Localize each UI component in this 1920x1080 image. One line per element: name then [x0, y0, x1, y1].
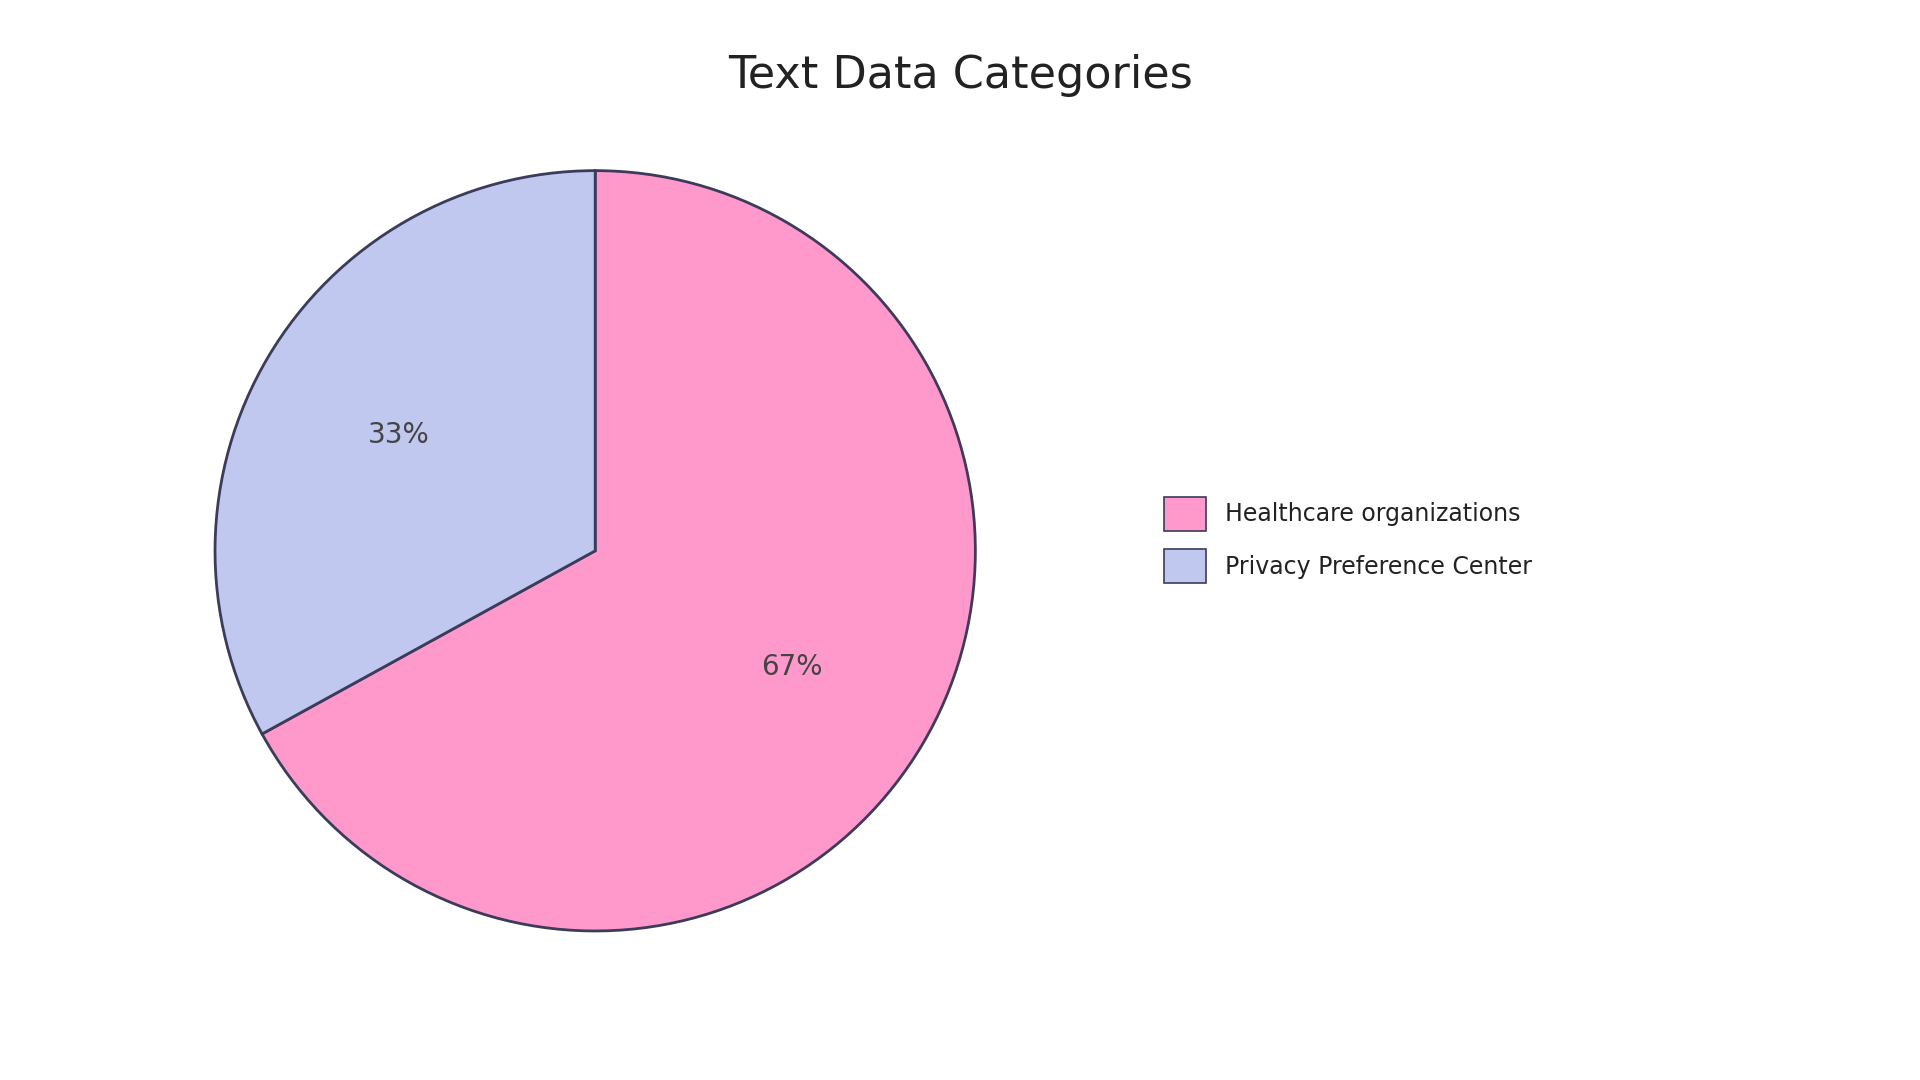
- Text: 67%: 67%: [760, 653, 822, 680]
- Wedge shape: [215, 171, 595, 734]
- Text: Text Data Categories: Text Data Categories: [728, 54, 1192, 97]
- Wedge shape: [261, 171, 975, 931]
- Legend: Healthcare organizations, Privacy Preference Center: Healthcare organizations, Privacy Prefer…: [1164, 497, 1532, 583]
- Text: 33%: 33%: [369, 421, 430, 448]
